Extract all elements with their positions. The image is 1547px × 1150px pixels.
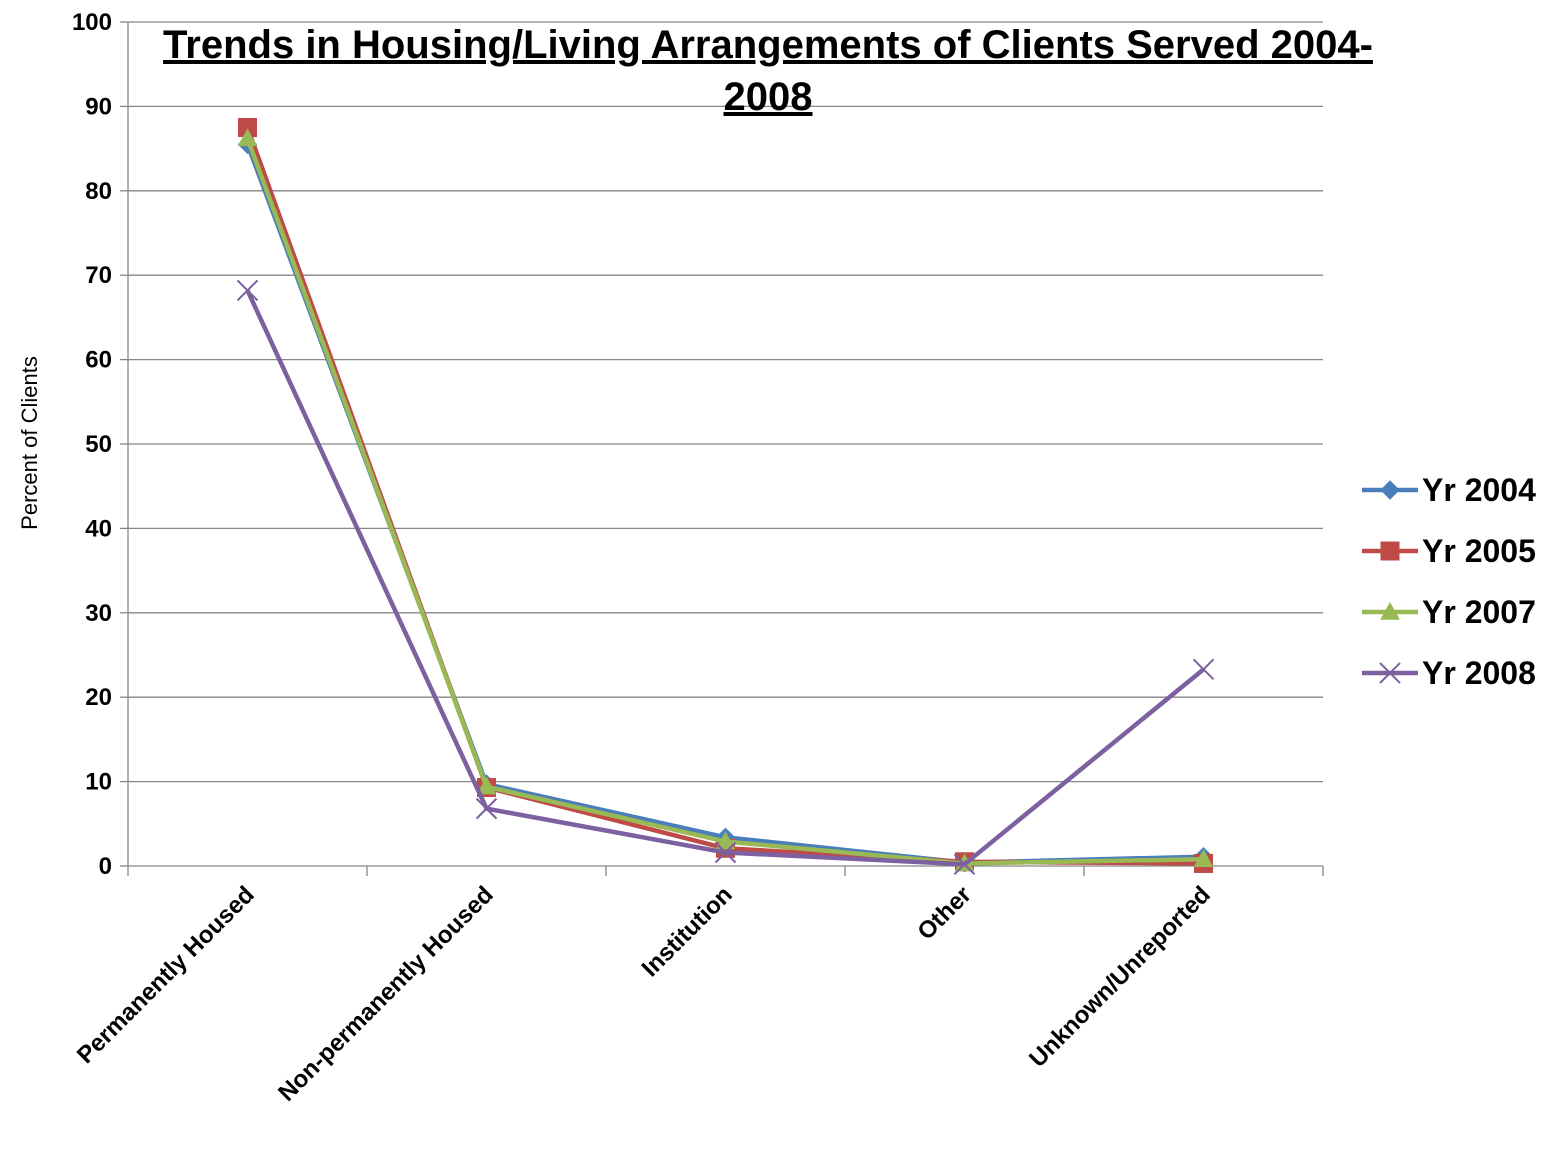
series-yr-2005 — [238, 118, 1213, 873]
legend-label: Yr 2008 — [1422, 655, 1536, 691]
data-point-triangle — [1380, 601, 1400, 620]
x-tick-label: Non-permanently Housed — [273, 881, 499, 1107]
y-tick-label: 60 — [85, 347, 112, 374]
data-point-square — [1380, 541, 1400, 561]
series-line — [245, 143, 1204, 865]
x-tick-labels: Permanently Housed Non-permanently Housed… — [72, 881, 1216, 1107]
y-tick-label: 80 — [85, 178, 112, 205]
legend-label: Yr 2004 — [1422, 472, 1536, 508]
data-point-triangle — [1193, 849, 1214, 867]
legend-item: Yr 2004 — [1362, 472, 1536, 508]
data-point-x — [1192, 658, 1215, 681]
y-tick-label: 40 — [85, 515, 112, 542]
y-tick-label: 70 — [85, 262, 112, 289]
y-tick-label: 50 — [85, 431, 112, 458]
x-tick-label: Institution — [637, 881, 738, 982]
data-point-x — [236, 279, 259, 302]
legend-item: Yr 2008 — [1362, 655, 1536, 691]
data-point-x — [953, 853, 976, 876]
series-lines — [236, 118, 1215, 876]
series-line — [245, 126, 1204, 866]
data-point-x — [1379, 662, 1401, 684]
data-point-x — [475, 797, 498, 820]
series-yr-2008 — [236, 279, 1215, 876]
x-tick-label: Permanently Housed — [72, 881, 260, 1069]
data-point-triangle — [237, 128, 258, 147]
y-axis-label: Percent of Clients — [17, 356, 42, 530]
y-tick-labels: 0 10 20 30 40 50 60 70 80 90 100 — [72, 9, 112, 880]
axes — [120, 21, 1324, 876]
series-line — [245, 137, 1204, 866]
data-point-triangle — [715, 831, 736, 850]
series-yr-2007 — [237, 128, 1214, 872]
legend-item: Yr 2007 — [1362, 594, 1536, 630]
y-tick-label: 100 — [72, 9, 112, 36]
x-tick-label: Unknown/Unreported — [1024, 881, 1216, 1073]
x-tick-label: Other — [912, 881, 976, 945]
gridlines — [128, 21, 1323, 783]
legend: Yr 2004 Yr 2005 Yr 2007 Yr 2008 — [1362, 472, 1536, 691]
chart-title-line-2: 2008 — [724, 75, 813, 119]
data-point-diamond — [1380, 480, 1400, 500]
legend-label: Yr 2007 — [1422, 594, 1536, 630]
y-tick-label: 90 — [85, 93, 112, 120]
y-tick-label: 30 — [85, 600, 112, 627]
series-line — [245, 289, 1205, 867]
y-tick-label: 10 — [85, 769, 112, 796]
y-tick-label: 0 — [99, 853, 112, 880]
legend-label: Yr 2005 — [1422, 533, 1536, 569]
legend-item: Yr 2005 — [1362, 533, 1536, 569]
data-point-x — [714, 841, 737, 864]
chart-title-line-1: Trends in Housing/Living Arrangements of… — [163, 23, 1373, 67]
y-tick-label: 20 — [85, 684, 112, 711]
data-point-triangle — [476, 776, 497, 795]
